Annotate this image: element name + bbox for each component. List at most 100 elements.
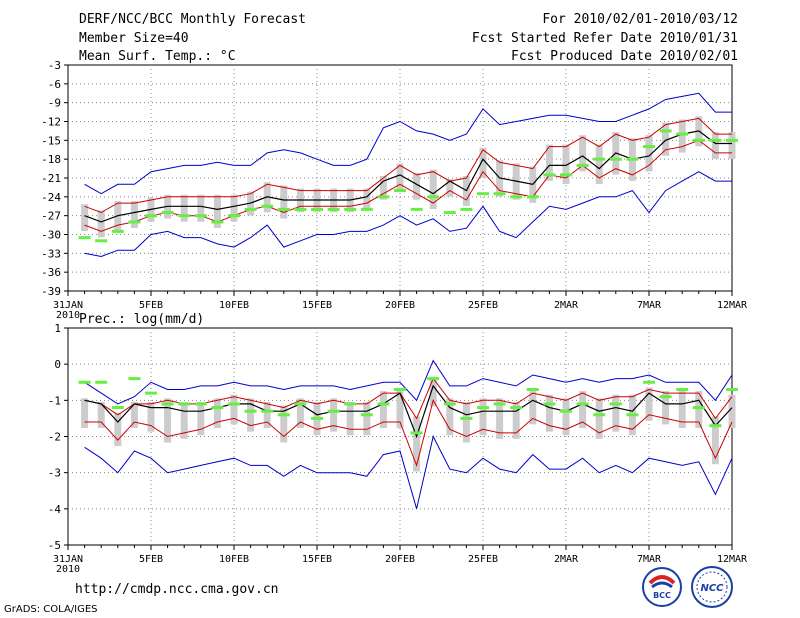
observed-marker (178, 214, 191, 218)
observed-marker (228, 402, 240, 406)
range-box (379, 176, 387, 200)
precipitation-panel: 1 0 -1 -2 -3 -4 -5 31JAN 5FEB 10FEB 15FEB 20FEB 25FE… (48, 322, 748, 575)
header-member-size: Member Size=40 (79, 31, 189, 46)
observed-marker (311, 207, 323, 211)
observed-marker (726, 387, 738, 391)
range-box (81, 204, 89, 232)
observed-marker (145, 214, 157, 218)
observed-marker (709, 138, 722, 142)
observed-marker (510, 195, 523, 199)
observed-marker (228, 214, 240, 218)
y-tick-label: -3 (48, 59, 61, 72)
observed-marker (643, 145, 655, 149)
grads-credit: GrADS: COLA/IGES (4, 604, 98, 615)
range-box (230, 394, 238, 425)
observed-marker (360, 413, 373, 417)
x-tick-label: 7MAR (637, 300, 662, 311)
observed-marker (493, 402, 506, 406)
y-tick-label: 1 (54, 322, 61, 335)
range-box (396, 163, 404, 191)
observed-marker (161, 211, 174, 215)
observed-marker (211, 220, 224, 224)
observed-marker (261, 204, 274, 208)
observed-marker (78, 380, 91, 384)
y-tick-label: -12 (41, 116, 61, 129)
observed-marker (344, 207, 357, 211)
range-box (479, 398, 487, 436)
range-box (446, 179, 454, 197)
range-box (645, 387, 653, 421)
observed-marker (460, 207, 473, 211)
observed-marker (95, 239, 108, 243)
observed-marker (543, 402, 556, 406)
x-tick-label: 15FEB (302, 300, 332, 311)
range-box (213, 194, 221, 228)
range-box (363, 401, 371, 436)
range-box (180, 194, 188, 222)
observed-marker (377, 195, 390, 199)
range-box (595, 144, 603, 184)
y-tick-label: -15 (41, 134, 61, 147)
range-box (97, 401, 105, 429)
range-box (512, 401, 520, 439)
upper-line (84, 117, 732, 214)
range-box (429, 169, 437, 210)
observed-marker (427, 195, 440, 199)
observed-marker (609, 402, 622, 406)
y-tick-label: -36 (41, 266, 61, 279)
observed-marker (510, 406, 523, 410)
y-tick-label: -33 (41, 247, 61, 260)
range-box (612, 394, 620, 432)
range-box (413, 416, 421, 472)
range-box (346, 401, 354, 436)
range-box (678, 119, 686, 153)
range-box (81, 398, 89, 429)
y-tick-label: -39 (41, 285, 61, 298)
observed-marker (443, 402, 456, 406)
observed-marker (128, 377, 141, 381)
header-start-date: Fcst Started Refer Date 2010/01/31 (471, 31, 738, 46)
ncc-logo: NCC (691, 566, 733, 608)
source-url[interactable]: http://cmdp.ncc.cma.gov.cn (75, 582, 279, 597)
observed-marker (659, 395, 672, 399)
range-box (496, 398, 504, 439)
range-box (728, 132, 736, 159)
observed-marker (643, 380, 655, 384)
y-tick-label: 0 (54, 358, 61, 371)
range-box (263, 401, 271, 429)
observed-marker (477, 192, 489, 196)
range-box (296, 398, 304, 429)
observed-marker (95, 380, 108, 384)
x-tick-label: 31JAN (53, 554, 83, 565)
mean-line (84, 384, 733, 439)
observed-marker (410, 207, 423, 211)
range-box (280, 185, 288, 219)
range-box (545, 394, 553, 432)
y-tick-label: -3 (48, 467, 61, 480)
observed-marker (194, 214, 207, 218)
observed-marker (692, 406, 705, 410)
range-box (728, 394, 736, 429)
range-box (330, 398, 338, 432)
x-tick-label: 20FEB (385, 300, 415, 311)
observed-marker (344, 402, 357, 406)
observed-marker (692, 138, 705, 142)
x-tick-label: 10FEB (219, 300, 249, 311)
observed-marker (145, 391, 157, 395)
observed-marker (311, 416, 323, 420)
lower-line (84, 139, 732, 232)
header-forecast-period: For 2010/02/01-2010/03/12 (542, 12, 738, 27)
y-tick-label: -21 (41, 172, 61, 185)
range-box (678, 391, 686, 429)
observed-marker (211, 406, 224, 410)
range-box (645, 135, 653, 172)
range-box (662, 122, 670, 156)
y-tick-label: -2 (48, 431, 61, 444)
x-tick-label: 25FEB (468, 300, 498, 311)
observed-marker (477, 406, 489, 410)
observed-marker (560, 173, 572, 177)
observed-marker (261, 409, 274, 413)
observed-marker (111, 229, 124, 233)
range-box (164, 398, 172, 443)
